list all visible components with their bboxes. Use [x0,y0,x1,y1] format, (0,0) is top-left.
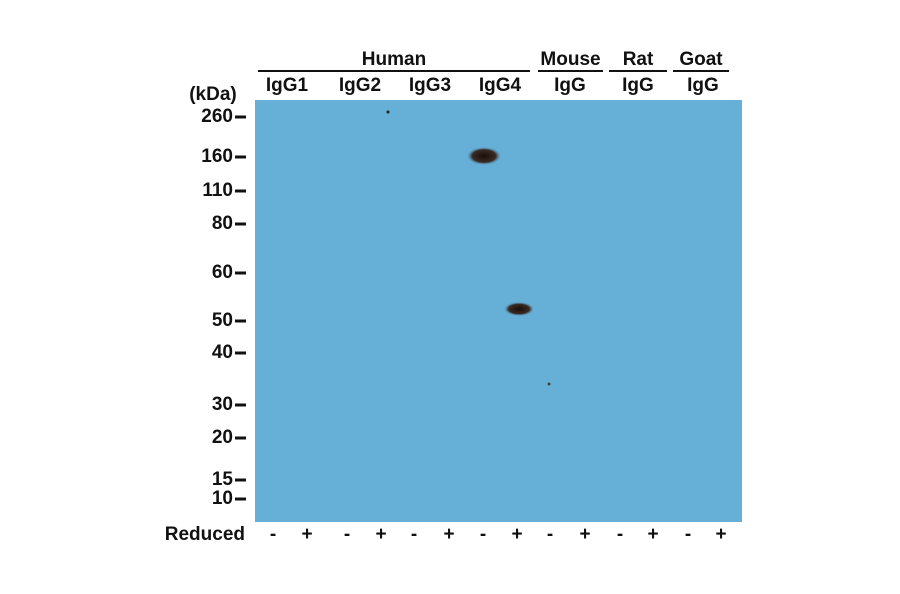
marker-label: 40 [212,342,233,363]
reduced-sign: - [480,524,486,545]
reduced-sign: - [547,524,553,545]
reduced-sign: - [411,524,417,545]
marker-label: 10 [212,488,233,509]
lane-label: IgG [622,75,654,96]
reduced-sign: - [617,524,623,545]
marker-label: 50 [212,310,233,331]
speck [386,110,390,114]
band [467,147,501,165]
reduced-sign: + [715,524,726,545]
marker-label: 20 [212,427,233,448]
marker-label: 30 [212,394,233,415]
reduced-sign: + [579,524,590,545]
group-label: Goat [679,49,723,70]
labels: Human IgG1 IgG2 IgG3 IgG4 Mouse IgG Rat IgG Goat I… [165,49,729,545]
reduced-sign: + [511,524,522,545]
reduced-sign: - [685,524,691,545]
reduced-sign: + [375,524,386,545]
marker-label: 260 [201,106,233,127]
group-label: Human [362,49,426,70]
reduced-sign: - [270,524,276,545]
reduced-label: Reduced [165,524,245,545]
lane-label: IgG4 [479,75,522,96]
reduced-sign: + [647,524,658,545]
unit-label: (kDa) [189,84,237,105]
marker-label: 160 [201,146,233,167]
reduced-sign: + [443,524,454,545]
marker-label: 80 [212,213,233,234]
lane-label: IgG [554,75,586,96]
marker-label: 15 [212,469,234,490]
reduced-sign: + [301,524,312,545]
lane-label: IgG2 [339,75,381,96]
lane-label: IgG1 [266,75,309,96]
lane-label: IgG3 [409,75,451,96]
speck [547,382,551,386]
reduced-sign: - [344,524,350,545]
marker-label: 60 [212,262,233,283]
blot-membrane [255,100,742,522]
group-label: Mouse [540,49,600,70]
lane-label: IgG [687,75,719,96]
group-label: Rat [623,49,654,70]
marker-label: 110 [202,180,233,201]
band [504,302,534,316]
